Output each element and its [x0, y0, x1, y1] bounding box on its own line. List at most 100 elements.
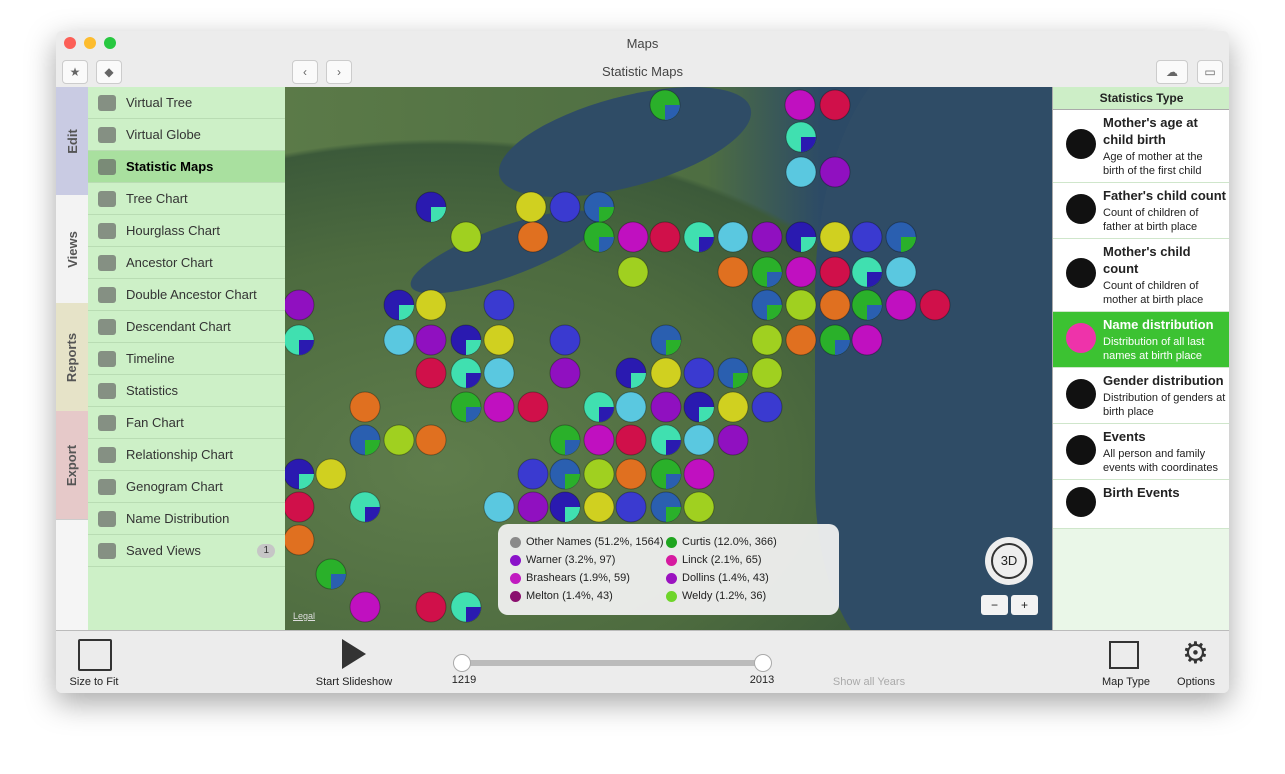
pie-marker[interactable]	[751, 221, 783, 253]
side-tab[interactable]: Reports	[56, 303, 88, 412]
pie-marker[interactable]	[349, 591, 381, 623]
view-row[interactable]: Hourglass Chart	[88, 215, 285, 247]
pie-marker[interactable]	[819, 221, 851, 253]
pie-marker[interactable]	[415, 591, 447, 623]
sidebar-button[interactable]: ▭	[1197, 60, 1223, 84]
pie-marker[interactable]	[483, 324, 515, 356]
zoom-button[interactable]	[104, 37, 116, 49]
options-icon[interactable]: ⚙	[1182, 637, 1209, 670]
back-button[interactable]: ‹	[292, 60, 318, 84]
pie-marker[interactable]	[717, 357, 749, 389]
zoom-out[interactable]: −	[981, 595, 1008, 615]
pie-marker[interactable]	[517, 221, 549, 253]
view-row[interactable]: Relationship Chart	[88, 439, 285, 471]
pie-marker[interactable]	[819, 156, 851, 188]
pie-marker[interactable]	[851, 289, 883, 321]
view-row[interactable]: Statistics	[88, 375, 285, 407]
pie-marker[interactable]	[650, 458, 682, 490]
pie-marker[interactable]	[650, 424, 682, 456]
compass[interactable]: 3D	[985, 537, 1033, 585]
pie-marker[interactable]	[717, 391, 749, 423]
show-all-years[interactable]: Show all Years	[832, 676, 906, 688]
pie-marker[interactable]	[851, 221, 883, 253]
pie-marker[interactable]	[683, 458, 715, 490]
pie-marker[interactable]	[649, 89, 681, 121]
pie-marker[interactable]	[785, 156, 817, 188]
pie-marker[interactable]	[415, 357, 447, 389]
pie-marker[interactable]	[819, 256, 851, 288]
pie-marker[interactable]	[285, 524, 315, 556]
pie-marker[interactable]	[615, 424, 647, 456]
pie-marker[interactable]	[650, 391, 682, 423]
view-row[interactable]: Descendant Chart	[88, 311, 285, 343]
pie-marker[interactable]	[383, 424, 415, 456]
favorite-button[interactable]: ★	[62, 60, 88, 84]
pie-marker[interactable]	[549, 357, 581, 389]
view-row[interactable]: Virtual Tree	[88, 87, 285, 119]
pie-marker[interactable]	[583, 424, 615, 456]
view-row[interactable]: Saved Views 1	[88, 535, 285, 567]
pie-marker[interactable]	[285, 289, 315, 321]
pie-marker[interactable]	[751, 357, 783, 389]
pie-marker[interactable]	[415, 424, 447, 456]
pie-marker[interactable]	[617, 221, 649, 253]
options-label[interactable]: Options	[1177, 676, 1215, 688]
statistics-item[interactable]: Name distribution Distribution of all las…	[1053, 312, 1229, 368]
pie-marker[interactable]	[751, 256, 783, 288]
pie-marker[interactable]	[315, 458, 347, 490]
view-row[interactable]: Timeline	[88, 343, 285, 375]
pie-marker[interactable]	[683, 391, 715, 423]
pie-marker[interactable]	[285, 324, 315, 356]
pie-marker[interactable]	[549, 324, 581, 356]
pie-marker[interactable]	[483, 357, 515, 389]
pie-marker[interactable]	[751, 324, 783, 356]
tag-button[interactable]: ◆	[96, 60, 122, 84]
view-row[interactable]: Fan Chart	[88, 407, 285, 439]
pie-marker[interactable]	[784, 89, 816, 121]
pie-marker[interactable]	[785, 221, 817, 253]
pie-marker[interactable]	[683, 491, 715, 523]
cloud-button[interactable]: ☁	[1156, 60, 1188, 84]
side-tab[interactable]: Edit	[56, 87, 88, 196]
pie-marker[interactable]	[483, 289, 515, 321]
pie-marker[interactable]	[885, 221, 917, 253]
statistics-item[interactable]: Mother's child count Count of children of…	[1053, 239, 1229, 312]
pie-marker[interactable]	[650, 324, 682, 356]
pie-marker[interactable]	[549, 491, 581, 523]
pie-marker[interactable]	[517, 391, 549, 423]
pie-marker[interactable]	[919, 289, 951, 321]
pie-marker[interactable]	[285, 458, 315, 490]
close-button[interactable]	[64, 37, 76, 49]
view-row[interactable]: Double Ancestor Chart	[88, 279, 285, 311]
pie-marker[interactable]	[549, 458, 581, 490]
pie-marker[interactable]	[851, 256, 883, 288]
slider-end-knob[interactable]	[754, 654, 772, 672]
forward-button[interactable]: ›	[326, 60, 352, 84]
pie-marker[interactable]	[583, 458, 615, 490]
map-type-icon[interactable]	[1109, 641, 1139, 669]
pie-marker[interactable]	[549, 191, 581, 223]
pie-marker[interactable]	[450, 221, 482, 253]
legal-link[interactable]: Legal	[293, 611, 316, 621]
view-row[interactable]: Ancestor Chart	[88, 247, 285, 279]
pie-marker[interactable]	[315, 558, 347, 590]
pie-marker[interactable]	[819, 289, 851, 321]
pie-marker[interactable]	[785, 324, 817, 356]
side-tab[interactable]: Views	[56, 195, 88, 304]
pie-marker[interactable]	[683, 221, 715, 253]
view-row[interactable]: Tree Chart	[88, 183, 285, 215]
pie-marker[interactable]	[349, 391, 381, 423]
pie-marker[interactable]	[483, 391, 515, 423]
pie-marker[interactable]	[383, 289, 415, 321]
pie-marker[interactable]	[650, 491, 682, 523]
pie-marker[interactable]	[751, 289, 783, 321]
map-type-label[interactable]: Map Type	[1101, 676, 1151, 688]
pie-marker[interactable]	[450, 324, 482, 356]
size-to-fit-label[interactable]: Size to Fit	[69, 676, 119, 688]
view-row[interactable]: Virtual Globe	[88, 119, 285, 151]
statistics-item[interactable]: Mother's age at child birth Age of mother…	[1053, 110, 1229, 183]
size-to-fit-icon[interactable]	[78, 639, 112, 671]
pie-marker[interactable]	[785, 121, 817, 153]
pie-marker[interactable]	[549, 424, 581, 456]
pie-marker[interactable]	[450, 357, 482, 389]
